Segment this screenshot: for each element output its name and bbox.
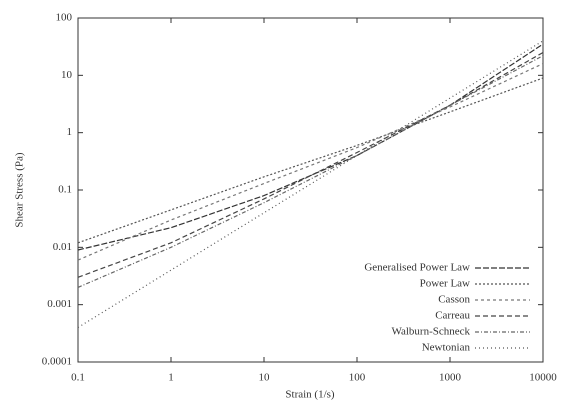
series-line — [77, 40, 544, 329]
y-tick-label: 0.1 — [58, 184, 72, 196]
legend-label: Power Law — [420, 278, 470, 290]
x-tick-label: 1000 — [439, 372, 462, 384]
legend-label: Carreau — [435, 310, 470, 322]
legend-label: Newtonian — [422, 342, 471, 354]
legend-label: Casson — [438, 294, 470, 306]
series-line — [77, 55, 544, 288]
x-tick-label: 0.1 — [71, 372, 85, 384]
y-tick-label: 0.01 — [53, 241, 72, 253]
legend-label: Generalised Power Law — [364, 262, 470, 274]
plot-frame — [77, 17, 544, 363]
series-line — [77, 77, 544, 244]
series-line — [77, 63, 544, 261]
legend-label: Walburn-Schneck — [391, 326, 470, 338]
x-tick-label: 10 — [259, 372, 271, 384]
series-line — [77, 43, 544, 251]
x-tick-label: 1 — [168, 372, 174, 384]
x-tick-label: 10000 — [529, 372, 557, 384]
y-tick-label: 0.001 — [47, 298, 72, 310]
y-axis-label: Shear Stress (Pa) — [14, 152, 26, 227]
x-axis-label: Strain (1/s) — [285, 389, 335, 401]
y-tick-label: 0.0001 — [42, 356, 72, 368]
series-line — [77, 51, 544, 278]
y-tick-label: 100 — [56, 12, 73, 24]
y-tick-label: 1 — [67, 126, 73, 138]
y-tick-label: 10 — [61, 69, 73, 81]
x-tick-label: 100 — [349, 372, 366, 384]
